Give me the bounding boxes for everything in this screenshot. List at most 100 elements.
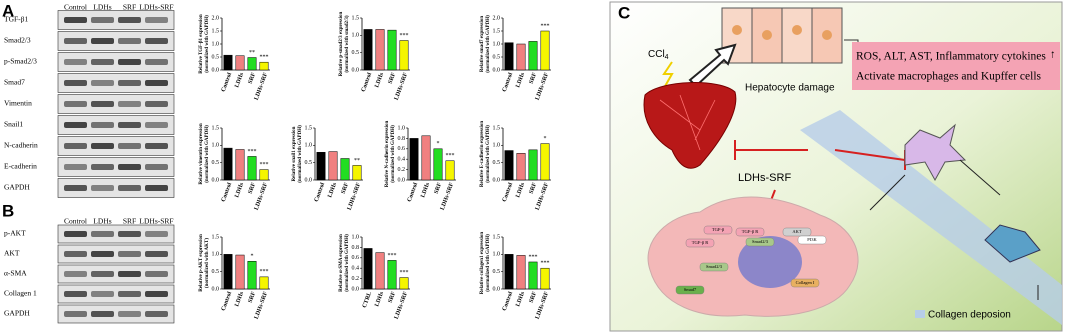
blot-row-label: TGF-β1 — [4, 15, 28, 24]
significance: *** — [400, 33, 409, 39]
x-tick-label: SRF — [388, 291, 398, 304]
blot-band — [118, 80, 141, 86]
blot-band — [91, 231, 114, 237]
x-tick-label: LDHs — [234, 71, 245, 88]
blot-band — [91, 185, 114, 191]
bar — [223, 54, 233, 71]
blot-band — [64, 231, 87, 237]
bar — [259, 61, 269, 71]
blot-row-label: N-cadherin — [4, 141, 38, 150]
y-tick-label: 1.5 — [212, 125, 220, 131]
x-tick-label: SRF — [529, 291, 539, 304]
blot-band — [145, 164, 168, 170]
bar — [516, 255, 526, 290]
blot-band — [91, 291, 114, 297]
y-tick-label: 0.0 — [493, 286, 501, 292]
bar — [259, 276, 269, 290]
blot-band — [91, 122, 114, 128]
significance: *** — [541, 261, 550, 267]
blot-band — [64, 185, 87, 191]
panel-label: C — [618, 3, 630, 22]
bar — [235, 254, 245, 290]
blot-strip — [57, 157, 175, 177]
y-tick-label: 1.0 — [493, 41, 501, 47]
x-tick-label: SRF — [529, 72, 539, 85]
myofibroblast — [984, 224, 1041, 263]
y-tick-label: 0.5 — [493, 54, 501, 60]
blot-band — [145, 291, 168, 297]
bar — [247, 261, 257, 290]
y-tick-label: 1.5 — [352, 15, 360, 21]
significance: *** — [446, 153, 455, 159]
cell-component-label: TGF-β R — [742, 229, 758, 234]
blot-strip — [57, 284, 175, 304]
x-tick-label: SRF — [248, 72, 258, 85]
y-axis-label: Relative E-cadherin expression — [480, 121, 485, 188]
significance: *** — [400, 270, 409, 276]
y-tick-label: 0.8 — [398, 136, 406, 142]
y-axis-label: Relative α-SMA expression — [339, 234, 344, 292]
blot-column-label: LDHs — [93, 3, 111, 12]
blot-band — [145, 271, 168, 277]
y-tick-label: 1.0 — [493, 143, 501, 149]
y-tick-label: 1.0 — [212, 41, 220, 47]
blot-column-label: Control — [64, 3, 87, 12]
x-tick-label: Control — [361, 72, 374, 93]
significance: *** — [541, 23, 550, 29]
cell-component — [699, 262, 729, 272]
x-tick-label: Control — [502, 72, 515, 93]
blot-band — [118, 185, 141, 191]
y-tick-label: 0.6 — [352, 255, 360, 261]
blot-strip — [57, 178, 175, 198]
bar — [363, 248, 373, 290]
blot-band — [64, 38, 87, 44]
cell-component-label: AKT — [792, 229, 801, 234]
blot-row-label: α-SMA — [4, 269, 27, 278]
bar — [235, 149, 245, 181]
arrow — [869, 174, 906, 211]
x-tick-label: LDHs — [374, 71, 385, 88]
nucleus — [738, 236, 802, 288]
significance: * — [544, 136, 547, 142]
blot-band — [145, 38, 168, 44]
y-axis-label: Relative smad7 expression — [480, 16, 485, 73]
blot-band — [91, 143, 114, 149]
bar — [504, 150, 514, 181]
x-tick-label: Control — [502, 182, 515, 203]
cell-component-label: Smad2/3 — [752, 239, 769, 244]
blot-strip — [57, 304, 175, 324]
blot-band — [64, 59, 87, 65]
arrow — [959, 159, 1001, 196]
blot-band — [64, 80, 87, 86]
x-tick-label: LDHs — [374, 290, 385, 307]
blot-strip — [57, 73, 175, 93]
x-tick-label: SRF — [341, 182, 351, 195]
blot-strip — [57, 52, 175, 72]
bar — [445, 160, 455, 181]
x-tick-label: Control — [502, 291, 515, 312]
x-tick-label: SRF — [529, 182, 539, 195]
cell-component — [675, 285, 705, 295]
blot-band — [118, 17, 141, 23]
cell-component-label: Smad7 — [684, 287, 697, 292]
blot-band — [91, 101, 114, 107]
blot-band — [145, 231, 168, 237]
y-axis-label: Relative collagen1 expression — [480, 232, 485, 295]
bar — [504, 42, 514, 71]
x-tick-label: SRF — [388, 72, 398, 85]
bar — [375, 252, 385, 290]
blot-band — [64, 17, 87, 23]
y-axis-label: (normalized with GAPDH) — [205, 15, 210, 73]
cell-component — [782, 227, 812, 237]
bar — [247, 156, 257, 181]
blot-band — [64, 164, 87, 170]
y-tick-label: 1.5 — [493, 234, 501, 240]
bar — [375, 29, 385, 71]
arrow — [688, 43, 737, 88]
blot-row-label: AKT — [4, 249, 20, 258]
blot-band — [64, 291, 87, 297]
blot-band — [145, 80, 168, 86]
y-tick-label: 1.5 — [493, 28, 501, 34]
blot-column-label: LDHs-SRF — [139, 3, 173, 12]
significance: * — [437, 141, 440, 147]
